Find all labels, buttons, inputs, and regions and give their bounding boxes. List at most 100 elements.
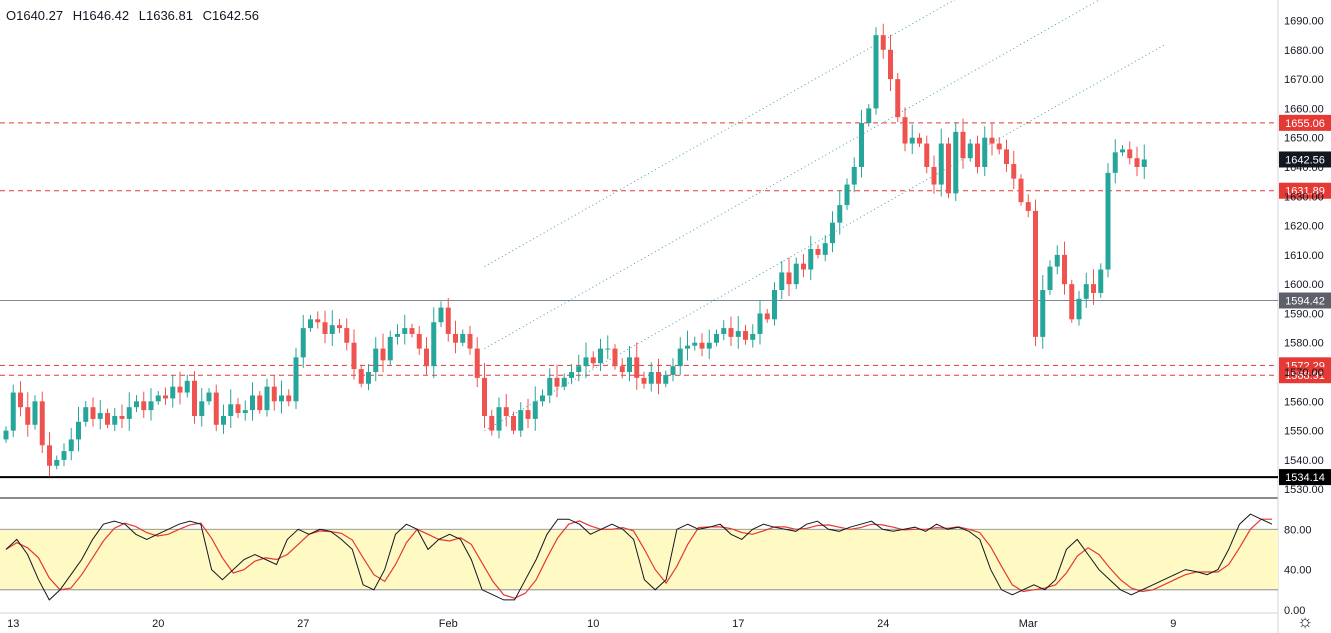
candle-body [547, 377, 553, 396]
candle [257, 391, 263, 414]
candle-body [554, 377, 560, 387]
candle-body [619, 366, 625, 373]
candle-body [97, 413, 103, 419]
candle-body [772, 290, 777, 320]
candle-body [32, 401, 38, 425]
candle [946, 137, 951, 199]
candle [547, 368, 553, 404]
candle [344, 318, 350, 351]
candle-body [424, 348, 429, 367]
candle-body [250, 395, 255, 411]
candle-body [1004, 149, 1009, 165]
candle-body [634, 357, 640, 378]
candle-body [844, 184, 850, 206]
candle-body [300, 328, 306, 358]
candle [590, 351, 596, 369]
candle-body [1112, 152, 1118, 173]
candle-body [721, 328, 727, 334]
candle-body [445, 307, 451, 334]
candle-body [859, 123, 864, 167]
y-tick-label: 1560.00 [1284, 396, 1324, 408]
candle [1098, 263, 1104, 298]
price-label-box [1279, 367, 1331, 384]
candle-body [409, 328, 415, 334]
candle [1091, 269, 1096, 305]
candle [1004, 139, 1009, 172]
candle [337, 319, 342, 334]
candle-body [888, 49, 893, 80]
candle [366, 364, 371, 391]
candle [706, 329, 712, 360]
y-tick-label: 1690.00 [1284, 16, 1324, 28]
candle-body [3, 430, 9, 440]
candle-body [663, 374, 669, 384]
candle [880, 23, 886, 59]
candle [873, 27, 879, 115]
price-label: 1631.89 [1285, 186, 1325, 198]
candle-body [815, 249, 821, 255]
x-tick-label: 13 [7, 618, 19, 630]
candle [757, 300, 763, 345]
candle [888, 34, 893, 92]
candle [714, 329, 719, 347]
x-tick-label: 20 [152, 618, 164, 630]
candle [909, 124, 915, 155]
x-tick-label: Feb [439, 618, 458, 630]
candle [532, 386, 538, 431]
candle-body [460, 333, 466, 343]
y-tick-label: 1610.00 [1284, 250, 1324, 262]
candle-body [837, 205, 843, 223]
candle [250, 382, 255, 421]
stoch-k-line [5, 513, 1273, 601]
candle-body [315, 319, 321, 323]
candle [83, 401, 89, 427]
candle-body [728, 328, 734, 337]
candle-body [895, 79, 901, 118]
candle-body [561, 377, 567, 387]
candle-body [532, 401, 538, 419]
candle [474, 337, 480, 388]
y-tick-label: 1570.00 [1284, 367, 1324, 379]
candle [141, 391, 147, 418]
ohlc-open: O1640.27 [6, 8, 64, 23]
candle [134, 395, 139, 413]
candle [699, 333, 705, 357]
price-label-box [1279, 469, 1331, 486]
candle [518, 402, 524, 437]
candle-body [170, 386, 176, 399]
candle-body [213, 392, 219, 425]
candle-body [743, 331, 748, 340]
candle [467, 326, 473, 355]
candle [1083, 272, 1089, 308]
y-tick-label: 1550.00 [1284, 426, 1324, 438]
candle-body [786, 272, 792, 285]
candle [1040, 275, 1046, 349]
candle-body [656, 372, 661, 384]
gear-icon[interactable]: ☼ [1296, 610, 1314, 631]
price-label-box [1279, 151, 1331, 168]
candle [772, 282, 777, 326]
candle [793, 257, 799, 290]
candle [743, 324, 748, 345]
candle-body [1062, 254, 1067, 285]
candle [293, 347, 299, 410]
ohlc-close: C1642.56 [202, 8, 259, 23]
candle-body [235, 404, 241, 414]
candle [373, 337, 379, 382]
candle-body [808, 249, 814, 270]
candle [728, 316, 734, 347]
candle [213, 384, 219, 432]
candle [598, 338, 603, 371]
candle [634, 342, 640, 390]
candle [561, 373, 567, 391]
candle-body [119, 415, 125, 419]
candle [1141, 144, 1147, 179]
candle [351, 329, 357, 380]
candle-body [387, 336, 393, 361]
y-tick-label: 1660.00 [1284, 103, 1324, 115]
candle-body [1091, 284, 1096, 293]
candle-body [576, 366, 582, 373]
candle [177, 371, 183, 405]
candle [482, 362, 487, 428]
candle [779, 261, 785, 300]
